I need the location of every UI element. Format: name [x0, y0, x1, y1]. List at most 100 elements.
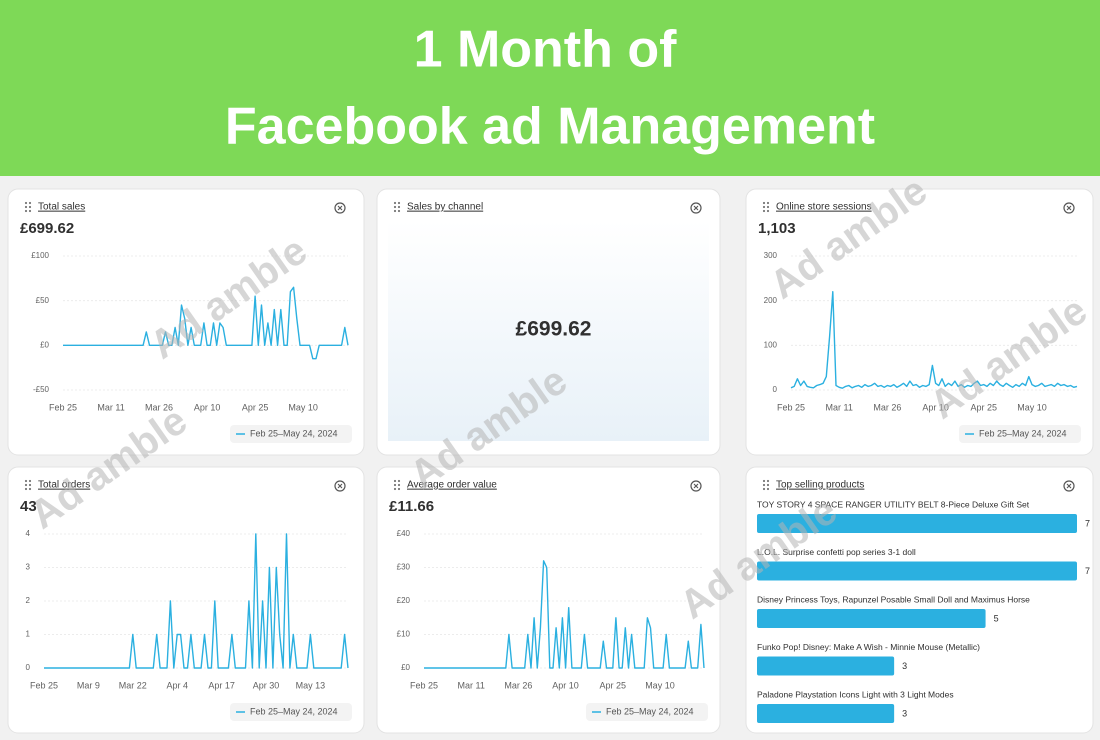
drag-handle — [762, 479, 766, 483]
close-icon — [1066, 205, 1072, 211]
drag-handle — [766, 209, 770, 213]
drag-handle — [28, 209, 32, 213]
drag-handle — [397, 487, 401, 491]
drag-handle — [24, 201, 28, 205]
card: Online store sessions 1,103 0 100 200 300 Feb … — [745, 188, 1094, 456]
drag-handle — [762, 487, 766, 491]
legend-label: Feb 25–May 24, 2024 — [250, 428, 338, 438]
legend-label: Feb 25–May 24, 2024 — [979, 428, 1067, 438]
y-tick-label: -£50 — [33, 385, 50, 394]
y-tick-label: £100 — [31, 251, 49, 260]
header-title: 1 Month of — [414, 21, 678, 79]
legend-box — [586, 703, 708, 721]
drag-handle — [397, 209, 401, 213]
drag-handle — [393, 487, 397, 491]
card-title: Online store sessions — [776, 202, 872, 213]
metric: £11.66 — [389, 498, 434, 515]
bar — [757, 704, 895, 723]
y-tick-label: 100 — [764, 340, 778, 349]
x-tick-label: Mar 11 — [458, 680, 485, 690]
x-tick-label: May 10 — [1017, 402, 1047, 412]
legend-box — [230, 425, 352, 443]
x-tick-label: Apr 25 — [599, 680, 626, 690]
drag-handle — [28, 487, 32, 491]
close-button[interactable] — [1063, 480, 1075, 492]
drag-handle — [24, 483, 28, 487]
close-button[interactable] — [1063, 202, 1075, 214]
y-tick-label: 200 — [764, 296, 778, 305]
x-tick-label: May 10 — [645, 680, 675, 690]
y-tick-label: 3 — [26, 563, 31, 572]
header-title: Facebook ad Management — [225, 98, 875, 156]
y-tick-label: £40 — [397, 529, 411, 538]
drag-handle — [762, 209, 766, 213]
drag-handle — [397, 483, 401, 487]
drag-handle — [397, 479, 401, 483]
bar — [757, 561, 1077, 581]
line-series — [63, 286, 349, 360]
x-tick-label: Feb 25 — [49, 402, 77, 412]
drag-handle — [762, 201, 766, 205]
x-tick-label: Mar 11 — [97, 402, 124, 412]
drag-handle — [397, 205, 401, 209]
drag-handle — [393, 209, 397, 213]
drag-handle — [393, 479, 397, 483]
close-icon — [337, 205, 343, 211]
y-tick-label: 0 — [26, 663, 31, 672]
category-label: Paladone Playstation Icons Light with 3 … — [757, 689, 954, 699]
close-button[interactable] — [690, 480, 702, 492]
drag-handle — [766, 201, 770, 205]
value-label: 5 — [994, 613, 999, 623]
drag-handle — [28, 483, 32, 487]
metric: 1,103 — [758, 220, 796, 237]
drag-handle — [766, 487, 770, 491]
card-title: Total orders — [38, 480, 90, 491]
x-tick-label: Mar 9 — [77, 680, 100, 690]
x-tick-label: Apr 10 — [922, 402, 949, 412]
legend-box — [230, 703, 352, 721]
card: Top selling products TOY STORY 4 SPACE RA… — [745, 466, 1094, 734]
drag-handle — [393, 483, 397, 487]
close-button[interactable] — [690, 202, 702, 214]
card-title: Average order value — [407, 480, 497, 491]
drag-handle — [24, 487, 28, 491]
drag-handle — [24, 209, 28, 213]
close-button[interactable] — [334, 480, 346, 492]
x-tick-label: Apr 25 — [971, 402, 998, 412]
y-tick-label: £30 — [397, 563, 411, 572]
x-tick-label: Apr 4 — [166, 680, 188, 690]
y-tick-label: 300 — [764, 251, 778, 260]
y-tick-label: 2 — [26, 596, 31, 605]
x-tick-label: Mar 26 — [504, 680, 532, 690]
y-tick-label: 1 — [26, 630, 31, 639]
drag-handle — [397, 201, 401, 205]
header-banner — [0, 0, 1100, 176]
line-series — [790, 291, 1078, 389]
x-tick-label: Apr 10 — [194, 402, 221, 412]
close-icon — [693, 483, 699, 489]
y-tick-label: £0 — [40, 340, 49, 349]
drag-handle — [762, 205, 766, 209]
value-label: 3 — [902, 708, 907, 718]
category-label: Funko Pop! Disney: Make A Wish - Minnie … — [757, 642, 980, 652]
value-label: 7 — [1085, 566, 1090, 576]
x-tick-label: Mar 26 — [145, 402, 173, 412]
close-button[interactable] — [334, 202, 346, 214]
value-label: 7 — [1085, 518, 1090, 528]
x-tick-label: May 10 — [288, 402, 318, 412]
category-label: L.O.L. Surprise confetti pop series 3-1 … — [757, 547, 916, 557]
card-title: Sales by channel — [407, 202, 483, 213]
metric: £699.62 — [20, 220, 74, 237]
x-tick-label: Apr 10 — [552, 680, 579, 690]
chart-area — [388, 221, 709, 441]
drag-handle — [24, 205, 28, 209]
y-tick-label: £10 — [397, 630, 411, 639]
drag-handle — [762, 483, 766, 487]
line-series — [44, 533, 349, 669]
x-tick-label: Feb 25 — [777, 402, 805, 412]
x-tick-label: Mar 11 — [826, 402, 853, 412]
drag-handle — [28, 201, 32, 205]
x-tick-label: Feb 25 — [410, 680, 438, 690]
